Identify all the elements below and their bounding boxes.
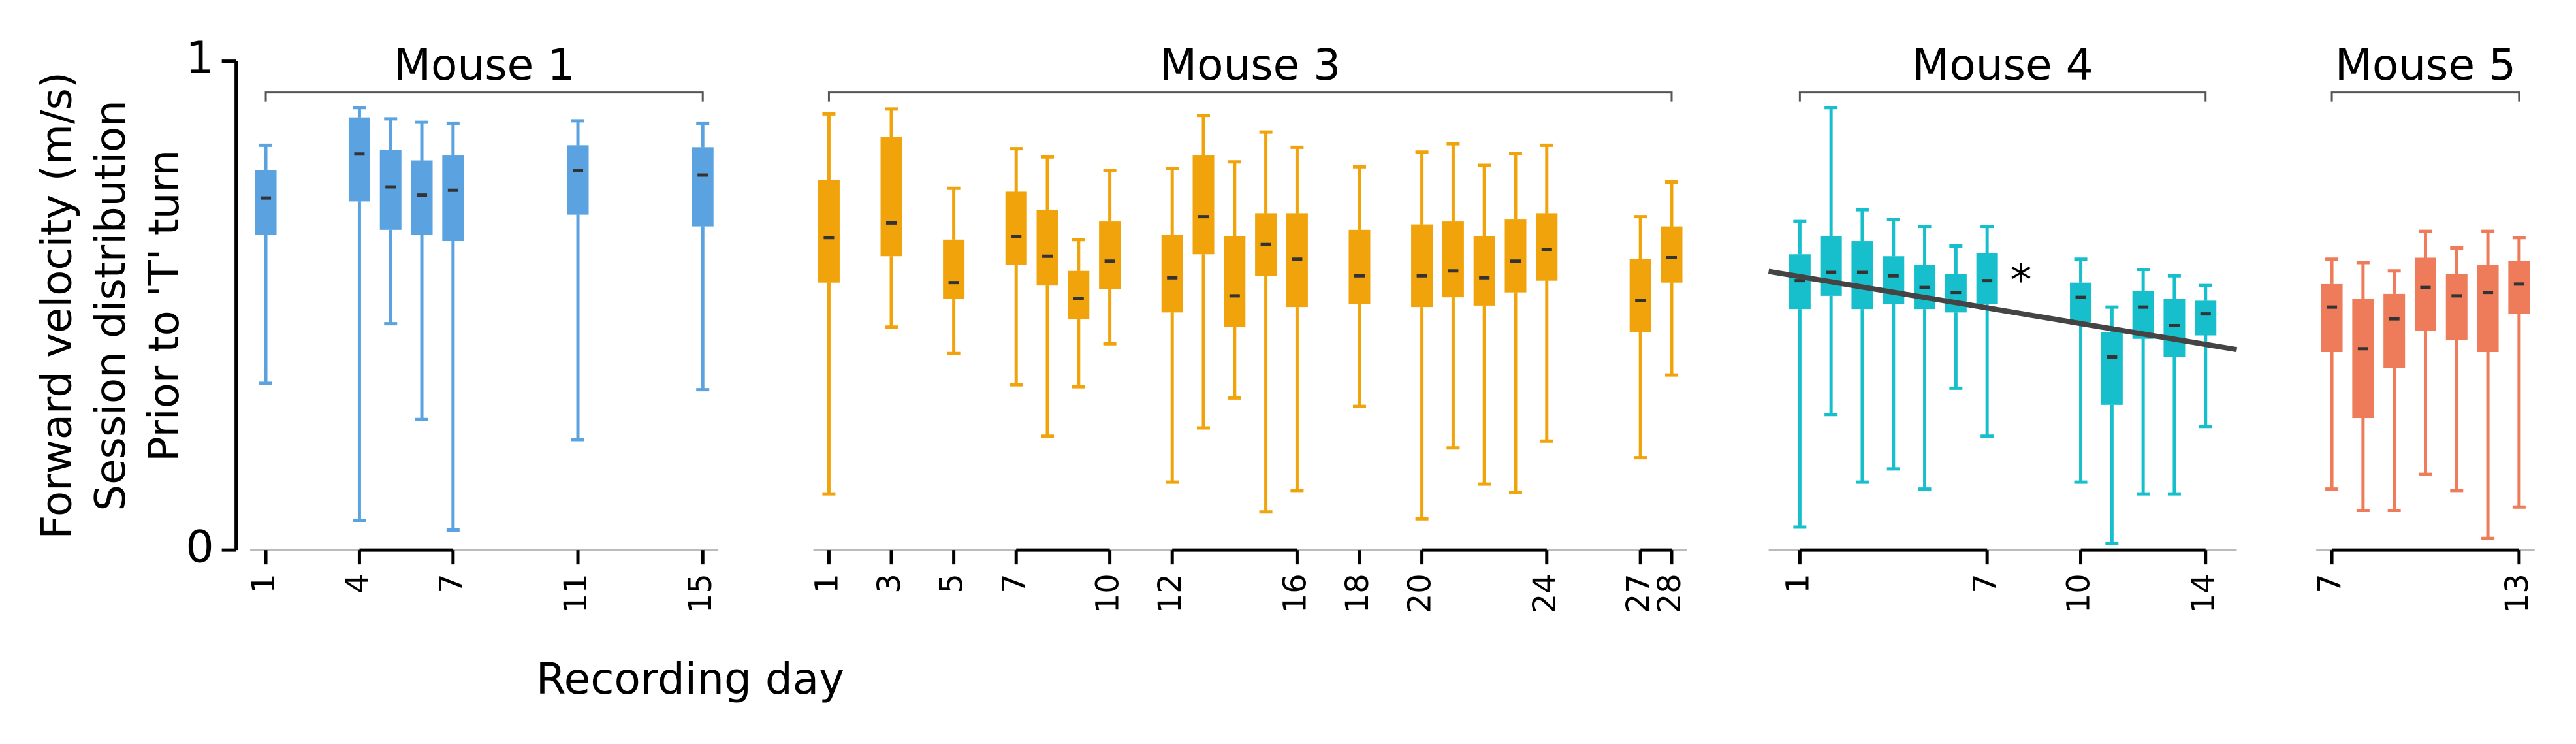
box — [2101, 332, 2123, 405]
x-tick-label: 1 — [1779, 574, 1816, 594]
x-tick-label: 28 — [1651, 574, 1688, 613]
x-tick-label: 4 — [339, 574, 375, 594]
x-tick-label: 10 — [2061, 574, 2097, 613]
box — [818, 180, 840, 283]
panel-title: Mouse 4 — [1912, 40, 2093, 90]
box — [411, 160, 433, 235]
box — [692, 147, 714, 227]
box — [1036, 210, 1058, 286]
x-tick-label: 20 — [1402, 574, 1439, 613]
box — [2383, 293, 2406, 368]
x-tick-label: 24 — [1527, 574, 1563, 613]
x-tick-label: 5 — [934, 574, 970, 594]
box — [1976, 253, 1998, 304]
x-tick-label: 12 — [1152, 574, 1188, 613]
x-axis-label: Recording day — [536, 654, 844, 704]
x-tick-label: 15 — [682, 574, 719, 613]
title-bracket — [2330, 91, 2520, 102]
box — [1099, 221, 1121, 289]
box — [1820, 236, 1842, 296]
box — [255, 170, 277, 235]
box — [1411, 224, 1433, 308]
panel-title: Mouse 5 — [2335, 40, 2516, 90]
panel-title: Mouse 1 — [394, 40, 575, 90]
x-tick-label: 27 — [1620, 574, 1657, 613]
title-bracket — [264, 91, 704, 102]
y-axis-label: Prior to 'T' turn — [140, 150, 189, 462]
box — [379, 150, 402, 230]
box — [2352, 299, 2374, 419]
box — [1536, 213, 1558, 281]
box — [1473, 236, 1495, 306]
box — [943, 239, 965, 299]
box — [442, 155, 464, 242]
box — [1192, 155, 1215, 255]
box — [1224, 236, 1246, 327]
y-axis-label: Forward velocity (m/s) — [33, 72, 82, 539]
box — [567, 145, 589, 215]
y-tick-label: 0 — [185, 522, 214, 574]
box — [1504, 219, 1527, 293]
x-tick-label: 7 — [996, 574, 1032, 594]
x-tick-label: 13 — [2499, 574, 2536, 613]
title-bracket — [1798, 91, 2207, 102]
x-tick-label: 16 — [1277, 574, 1313, 613]
box — [1661, 226, 1683, 283]
trend-line — [1768, 268, 2238, 353]
x-tick-label: 7 — [2312, 574, 2348, 594]
x-tick-label: 10 — [1090, 574, 1126, 613]
panel-title: Mouse 3 — [1160, 40, 1341, 90]
box — [1005, 191, 1027, 265]
box — [2414, 257, 2436, 331]
box — [880, 137, 902, 257]
x-tick-label: 1 — [246, 574, 282, 594]
box — [1161, 235, 1183, 313]
box — [2321, 283, 2343, 352]
box — [348, 117, 370, 202]
box — [2508, 261, 2530, 314]
box — [1851, 241, 1873, 310]
x-tick-label: 1 — [808, 574, 845, 594]
box — [1883, 256, 1905, 304]
box — [2195, 300, 2217, 336]
significance-marker: * — [2011, 255, 2032, 305]
box — [2477, 264, 2499, 352]
x-tick-label: 11 — [558, 574, 594, 613]
x-tick-label: 7 — [1967, 574, 2003, 594]
x-tick-label: 3 — [871, 574, 908, 594]
box — [2445, 274, 2468, 341]
box — [1068, 270, 1090, 319]
box — [2070, 282, 2092, 323]
y-tick-label: 1 — [185, 33, 214, 84]
box — [2163, 299, 2186, 357]
box — [1629, 259, 1651, 332]
title-bracket — [827, 91, 1673, 102]
x-tick-label: 18 — [1339, 574, 1376, 613]
box — [1442, 221, 1464, 298]
x-tick-label: 14 — [2186, 574, 2222, 613]
y-axis-label: Session distribution — [87, 100, 135, 511]
box — [1348, 229, 1371, 304]
x-tick-label: 7 — [433, 574, 469, 594]
